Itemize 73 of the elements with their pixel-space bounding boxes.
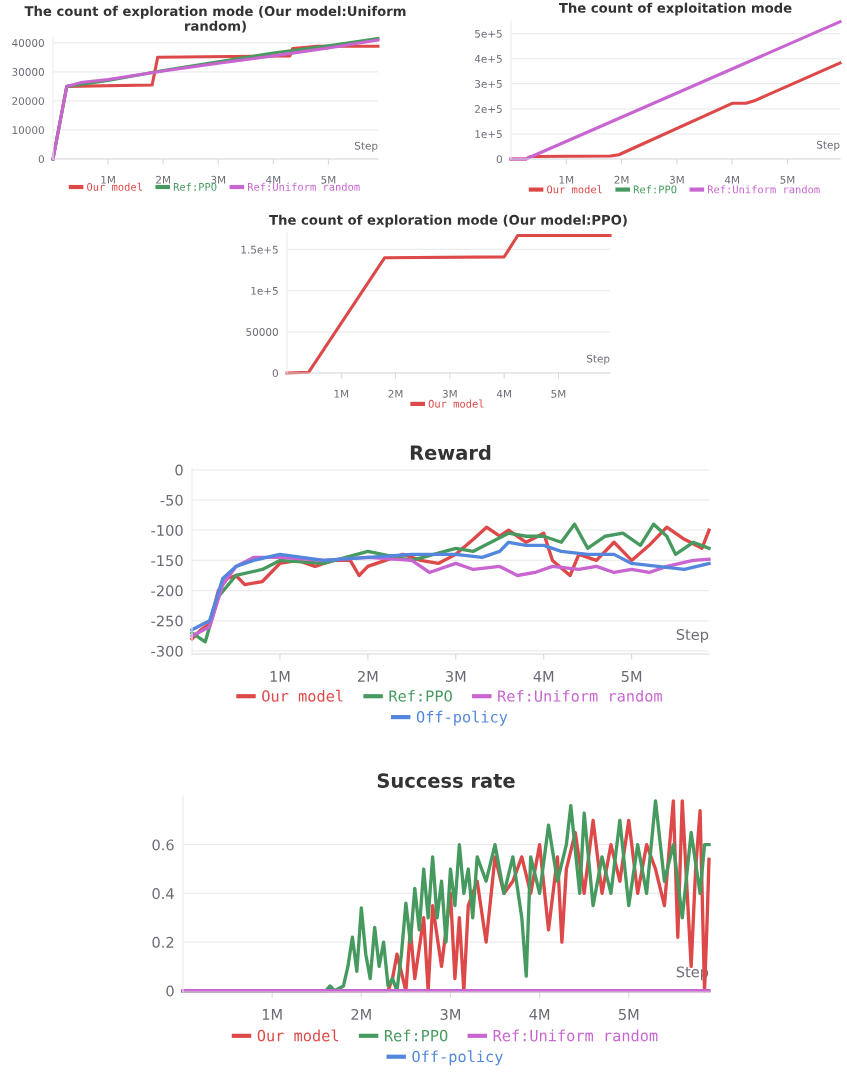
x-tick-label: 3M [445, 670, 466, 682]
y-tick-label: -250 [151, 615, 183, 627]
x-tick-label: 1M [559, 175, 574, 184]
x-axis-title: Step [676, 628, 709, 643]
x-axis-title: Step [354, 141, 378, 152]
y-tick-label: 30000 [12, 68, 44, 76]
legend-label: Ref:Uniform random [493, 1029, 658, 1042]
x-tick-label: 2M [351, 1008, 371, 1020]
x-tick-label: 5M [780, 175, 795, 184]
chart-title: The count of exploration mode (Our model:Uniform random) [24, 5, 406, 33]
x-tick-label: 3M [442, 389, 457, 398]
x-tick-label: 1M [334, 389, 349, 398]
chart-title: The count of exploitation mode [558, 2, 792, 16]
y-tick-label: 0 [166, 985, 174, 997]
x-tick-label: 5M [621, 671, 642, 682]
legend-label: Ref:PPO [389, 689, 452, 702]
y-tick-label: 0 [272, 369, 278, 378]
x-axis-title: Step [586, 354, 610, 365]
chart-title: The count of exploration mode (Our model:PPO) [269, 214, 627, 228]
y-tick-label: -200 [151, 585, 183, 597]
legend-label: Our model [257, 1029, 339, 1042]
y-tick-label: 1e+5 [475, 130, 502, 139]
legend-label: Ref:PPO [173, 182, 217, 191]
x-tick-label: 5M [618, 1009, 639, 1020]
y-tick-label: 0 [38, 155, 44, 164]
y-tick-label: -50 [160, 494, 183, 506]
x-tick-label: 4M [529, 1009, 550, 1020]
y-tick-label: 0 [175, 464, 183, 476]
x-axis-title: Step [816, 140, 840, 151]
x-tick-label: 2M [357, 670, 378, 682]
x-tick-label: 3M [440, 1008, 460, 1020]
y-tick-label: 0 [496, 155, 502, 164]
y-tick-label: 40000 [12, 39, 44, 47]
legend-label: Off-policy [412, 1050, 503, 1066]
x-tick-label: 4M [496, 389, 511, 398]
legend-label: Our model [262, 689, 343, 702]
y-tick-label: 5e+5 [475, 29, 502, 38]
y-tick-label: 1e+5 [251, 287, 278, 295]
y-tick-label: 0.4 [152, 888, 174, 900]
x-tick-label: 3M [669, 175, 684, 184]
legend-label: Our model [547, 185, 602, 194]
x-tick-label: 4M [533, 671, 554, 682]
legend-label: Ref:PPO [633, 185, 677, 194]
y-tick-label: 4e+5 [474, 55, 502, 63]
x-tick-label: 2M [614, 175, 629, 184]
legend-label: Ref:PPO [384, 1029, 448, 1042]
x-tick-label: 2M [156, 175, 170, 184]
chart-title: Reward [410, 444, 491, 460]
x-tick-label: 1M [101, 175, 115, 184]
legend-label: Ref:Uniform random [498, 689, 662, 702]
y-tick-label: -100 [151, 524, 183, 536]
x-tick-label: 4M [724, 175, 739, 184]
y-tick-label: -300 [151, 645, 183, 657]
x-tick-label: 3M [211, 175, 226, 184]
legend-label: Ref:Uniform random [707, 185, 820, 194]
x-tick-label: 2M [388, 389, 403, 398]
y-tick-label: -150 [151, 555, 183, 567]
x-tick-label: 4M [266, 175, 281, 184]
chart-title: Success rate [377, 773, 515, 788]
x-tick-label: 1M [262, 1009, 282, 1020]
y-tick-label: 1.5e+5 [241, 245, 278, 254]
y-tick-label: 3e+5 [475, 79, 502, 88]
x-tick-label: 5M [551, 389, 566, 398]
x-tick-label: 5M [321, 175, 336, 184]
y-tick-label: 2e+5 [475, 105, 502, 113]
y-tick-label: 0.6 [152, 839, 174, 851]
legend-label: Our model [428, 399, 484, 408]
y-tick-label: 0.2 [152, 936, 174, 948]
legend-label: Off-policy [416, 710, 508, 726]
x-tick-label: 1M [270, 671, 290, 682]
y-tick-label: 10000 [12, 126, 44, 135]
y-tick-label: 50000 [246, 328, 278, 336]
y-tick-label: 20000 [12, 97, 44, 106]
